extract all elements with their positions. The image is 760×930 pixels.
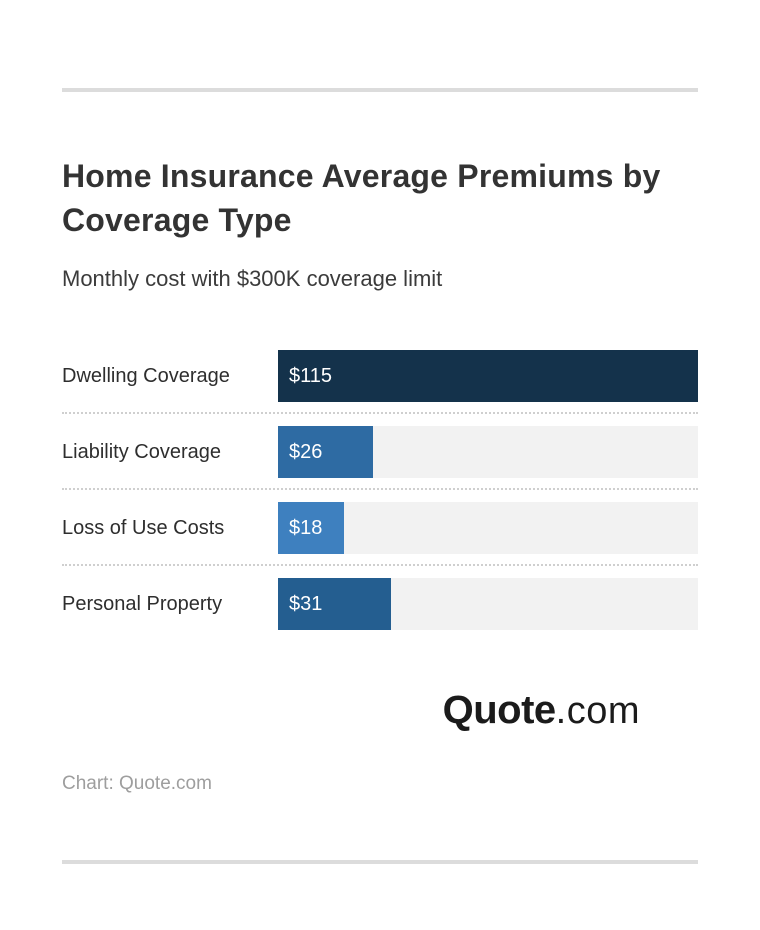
chart-row: Loss of Use Costs $18 xyxy=(62,502,698,554)
bar-value-label: $31 xyxy=(289,592,323,615)
chart-row-wrap: Dwelling Coverage $115 xyxy=(62,350,698,414)
category-label: Loss of Use Costs xyxy=(62,517,225,539)
chart-row-wrap: Personal Property $31 xyxy=(62,578,698,630)
category-label: Liability Coverage xyxy=(62,441,221,463)
bar-track: $115 xyxy=(278,350,698,402)
chart-row: Personal Property $31 xyxy=(62,578,698,630)
chart-card: Home Insurance Average Premiums by Cover… xyxy=(0,88,760,864)
bar-chart: Dwelling Coverage $115 Liability Coverag… xyxy=(62,350,698,630)
bar-track: $18 xyxy=(278,502,698,554)
logo-brand-text: Quote xyxy=(442,688,557,732)
bar-value-label: $18 xyxy=(289,516,323,539)
chart-row-wrap: Loss of Use Costs $18 xyxy=(62,502,698,566)
bar-personal-property: $31 xyxy=(278,578,392,630)
bar-track: $26 xyxy=(278,426,698,478)
logo-suffix-text: .com xyxy=(555,690,640,732)
chart-row: Liability Coverage $26 xyxy=(62,426,698,478)
bar-value-label: $26 xyxy=(289,440,323,463)
bar-track: $31 xyxy=(278,578,698,630)
quote-com-logo: Quote.com xyxy=(443,688,640,741)
top-divider xyxy=(62,88,698,92)
chart-row-wrap: Liability Coverage $26 xyxy=(62,426,698,490)
bottom-divider xyxy=(62,860,698,864)
bar-value-label: $115 xyxy=(289,364,333,387)
chart-credit: Chart: Quote.com xyxy=(62,773,212,794)
chart-subtitle: Monthly cost with $300K coverage limit xyxy=(62,266,443,291)
chart-title: Home Insurance Average Premiums by Cover… xyxy=(62,158,661,238)
category-label: Personal Property xyxy=(62,593,223,615)
bar-loss-of-use-costs: $18 xyxy=(278,502,344,554)
category-label: Dwelling Coverage xyxy=(62,365,230,387)
chart-row: Dwelling Coverage $115 xyxy=(62,350,698,402)
bar-liability-coverage: $26 xyxy=(278,426,373,478)
bar-dwelling-coverage: $115 xyxy=(278,350,698,402)
